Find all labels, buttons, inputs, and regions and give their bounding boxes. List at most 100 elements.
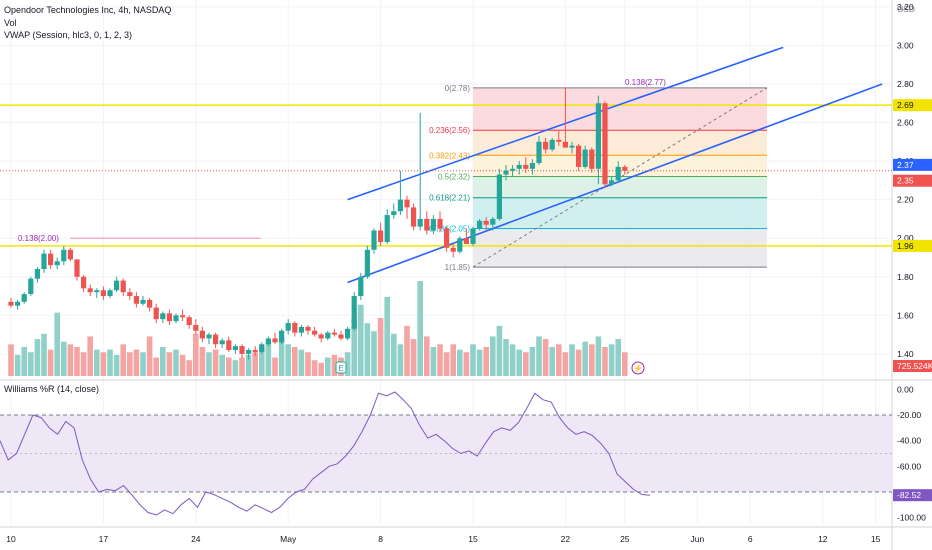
price-tag-last-bg xyxy=(893,174,932,187)
candle-body xyxy=(186,317,192,325)
volume-bar xyxy=(133,349,140,376)
volume-bar xyxy=(21,346,27,376)
volume-bar xyxy=(305,352,311,376)
time-tick-label: 6 xyxy=(748,534,753,544)
time-tick-label: 25 xyxy=(620,534,630,544)
volume-bar xyxy=(272,357,278,376)
candle-body xyxy=(477,220,483,229)
volume-bar xyxy=(199,346,206,376)
volume-bar xyxy=(120,344,126,376)
volume-bar xyxy=(463,352,470,376)
volume-bar xyxy=(622,352,628,376)
candle-body xyxy=(140,299,146,304)
volume-bar xyxy=(470,344,476,376)
candle-body xyxy=(232,346,238,351)
williams-r-tick-label: -20.00 xyxy=(897,410,921,420)
price-tick-label: 2.80 xyxy=(897,79,914,89)
fib-zone xyxy=(473,130,767,156)
volume-bar xyxy=(311,360,318,376)
price-tag-upper-line: 2.69 xyxy=(893,99,932,112)
candle-body xyxy=(569,145,575,148)
candle-body xyxy=(74,259,80,277)
fib-level-label: 0.5(2.32) xyxy=(438,173,470,182)
candle-body xyxy=(285,323,291,331)
price-tick-label: 1.60 xyxy=(897,310,914,320)
volume-bar xyxy=(226,357,232,376)
candle-body xyxy=(193,324,199,331)
volume-bar xyxy=(28,352,34,376)
volume-bar xyxy=(371,331,377,376)
volume-bar xyxy=(67,344,74,376)
candle-body xyxy=(351,296,357,329)
candle-body xyxy=(549,139,555,150)
volume-bar xyxy=(34,339,41,376)
volume-bar xyxy=(41,333,47,376)
volume-bar xyxy=(265,341,272,376)
volume-bar xyxy=(351,317,357,376)
volume-bar xyxy=(259,346,265,376)
candle-body xyxy=(226,340,232,351)
time-tick-label: 12 xyxy=(818,534,828,544)
candle-body xyxy=(246,350,252,354)
volume-bar xyxy=(140,352,146,376)
candle-body xyxy=(536,141,542,164)
fib-level-label: 1(1.85) xyxy=(445,263,471,272)
candle-body xyxy=(8,301,14,306)
volume-bar xyxy=(556,344,562,376)
volume-bar xyxy=(582,341,588,376)
candle-body xyxy=(516,164,522,169)
candle-body xyxy=(457,238,463,252)
price-tick-label: 3.00 xyxy=(897,40,914,50)
candle-body xyxy=(67,249,73,260)
price-tick-label: 1.80 xyxy=(897,272,914,282)
williams-r-value-tag-text: -82.52 xyxy=(897,490,921,500)
volume-tag-bg xyxy=(893,360,932,372)
volume-bar xyxy=(476,349,483,376)
candle-body xyxy=(615,166,621,181)
volume-bar xyxy=(358,304,364,376)
volume-bar xyxy=(193,333,199,376)
volume-bar xyxy=(509,344,516,376)
williams-r-value-tag-bg xyxy=(893,489,932,502)
candle-body xyxy=(94,290,100,293)
volume-bar xyxy=(457,349,463,376)
volume-bar xyxy=(212,349,219,376)
volume-bar xyxy=(278,336,285,376)
volume-bar xyxy=(377,317,384,376)
volume-bar xyxy=(74,346,80,376)
volume-bar xyxy=(100,352,107,376)
price-tick-label: 2.20 xyxy=(897,195,914,205)
candle-body xyxy=(582,149,588,167)
fib-zone xyxy=(473,197,767,229)
volume-bar xyxy=(529,346,536,376)
price-tag-last-text: 2.35 xyxy=(897,176,914,186)
volume-bar xyxy=(8,344,14,376)
volume-bar xyxy=(424,336,430,376)
candle-body xyxy=(312,330,318,335)
volume-bar xyxy=(602,346,608,376)
candle-body xyxy=(450,247,456,252)
price-tag-upper-line-bg xyxy=(893,99,932,112)
volume-bar xyxy=(298,349,305,376)
volume-bar xyxy=(292,346,298,376)
volume-bar xyxy=(569,344,575,376)
candle-body xyxy=(318,334,324,339)
price-tick-label: 2.00 xyxy=(897,233,914,243)
volume-bar xyxy=(113,354,120,376)
candle-body xyxy=(298,326,304,333)
volume-legend: Vol xyxy=(4,17,17,28)
volume-bar xyxy=(536,336,542,376)
candle-body xyxy=(107,290,113,297)
volume-bar xyxy=(285,344,291,376)
williams-r-tick-label: -100.00 xyxy=(897,513,926,523)
candle-body xyxy=(358,276,364,297)
volume-tag-text: 725.524K xyxy=(897,361,932,371)
volume-bar xyxy=(430,346,437,376)
candle-body xyxy=(100,290,106,297)
candle-body xyxy=(496,174,502,219)
candle-body xyxy=(424,218,430,231)
time-tick-label: 24 xyxy=(191,534,201,544)
vwap-legend: VWAP (Session, hlc3, 0, 1, 2, 3) xyxy=(4,30,133,40)
candle-body xyxy=(34,269,40,279)
